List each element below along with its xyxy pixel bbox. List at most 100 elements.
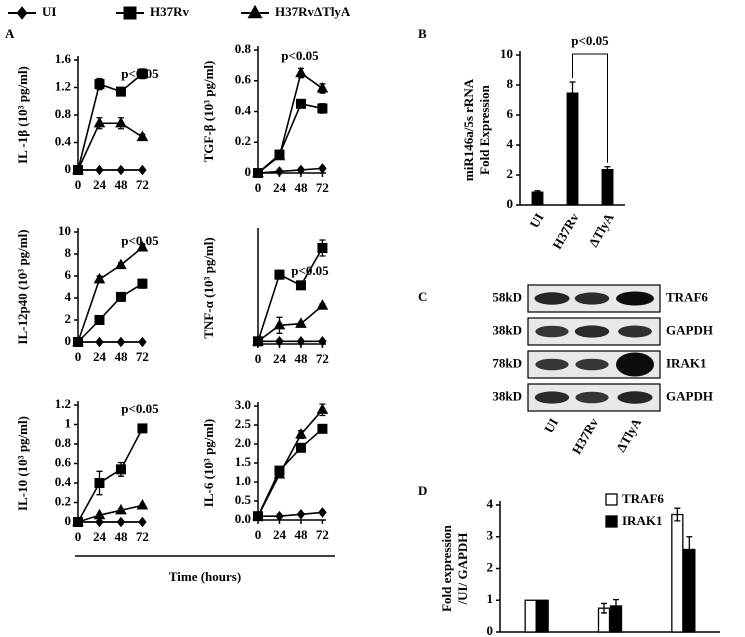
marker-triangle <box>252 166 264 178</box>
marker-triangle <box>252 334 264 346</box>
x-tick-label: 24 <box>273 527 287 542</box>
y-tick-label: 0 <box>245 164 252 179</box>
marker-square <box>137 68 148 79</box>
y-tick-label: 0.8 <box>55 435 72 450</box>
marker-triangle <box>136 240 149 252</box>
error-bar <box>613 598 619 613</box>
blot-protein: TRAF6 <box>666 289 708 304</box>
y-tick-label: 6 <box>507 106 514 121</box>
annotation: p<0.05 <box>571 33 609 48</box>
legend-label: H37Rv <box>150 4 190 19</box>
marker-triangle <box>136 130 149 142</box>
marker-square <box>137 423 148 434</box>
marker-diamond <box>318 336 327 347</box>
marker-square <box>94 315 105 325</box>
annotation: p<0.05 <box>281 48 319 63</box>
marker-triangle <box>252 509 264 521</box>
marker-square <box>317 103 328 114</box>
x-tick-label: 72 <box>316 527 329 542</box>
marker-square <box>115 464 126 475</box>
error-bar <box>674 507 681 522</box>
x-tick-label: H37Rv <box>549 210 582 252</box>
marker-triangle <box>136 498 149 510</box>
x-tick-label: 48 <box>294 351 308 366</box>
blot-size: 38kD <box>492 322 522 337</box>
blot-band <box>617 391 653 404</box>
blot-band <box>534 292 570 305</box>
marker-diamond <box>296 508 306 520</box>
marker-square <box>94 79 105 90</box>
legend-label: IRAK1 <box>622 513 662 528</box>
marker-square <box>317 243 328 253</box>
series-line <box>257 409 324 517</box>
bar <box>671 513 684 633</box>
marker-diamond <box>116 336 126 348</box>
series-line <box>257 167 323 174</box>
x-tick-label: 0 <box>75 349 82 364</box>
marker-triangle <box>93 272 106 284</box>
x-tick-label: 48 <box>114 349 128 364</box>
x-tick-label: 0 <box>255 351 262 366</box>
series-line <box>77 283 143 343</box>
x-tick-label: 0 <box>75 177 82 192</box>
marker-square <box>317 423 328 434</box>
y-axis-label: /UI/ GAPDH <box>455 533 470 606</box>
blot-band <box>574 292 610 305</box>
blot-lane-label: H37Rv <box>569 415 602 457</box>
y-tick-label: 0.2 <box>235 133 251 148</box>
marker-diamond <box>275 166 284 177</box>
marker-triangle <box>247 4 263 19</box>
y-tick-label: 0.0 <box>235 511 251 526</box>
y-axis-label: TGF-β (10³ pg/ml) <box>201 61 216 163</box>
series-line <box>258 511 323 517</box>
y-tick-label: 0 <box>65 161 72 176</box>
y-axis-label: miR146a/5s rRNA <box>461 78 476 181</box>
y-tick-label: 0 <box>65 333 72 348</box>
blot-protein: GAPDH <box>666 388 713 403</box>
x-tick-label: 48 <box>114 529 128 544</box>
series-line <box>77 73 143 171</box>
series-line <box>257 428 323 517</box>
marker-triangle <box>115 116 127 128</box>
y-tick-label: 4 <box>487 496 494 511</box>
y-tick-label: 0.4 <box>55 474 72 489</box>
x-tick-label: 48 <box>294 527 308 542</box>
blot-band <box>616 291 654 306</box>
x-tick-label: 48 <box>294 180 308 195</box>
annotation: p<0.05 <box>121 401 159 416</box>
y-tick-label: 0.6 <box>235 72 252 87</box>
series-line <box>77 504 143 523</box>
panel-label: B <box>418 26 427 41</box>
y-tick-label: 2.0 <box>235 435 251 450</box>
significance-bracket <box>572 53 608 163</box>
y-tick-label: 0.8 <box>55 106 72 121</box>
annotation: p<0.05 <box>121 66 159 81</box>
y-tick-label: 0.5 <box>235 492 252 507</box>
y-axis-label: IL-12p40 (10³ pg/ml) <box>15 229 30 344</box>
y-tick-label: 8 <box>507 76 514 91</box>
marker-square <box>274 269 285 280</box>
y-tick-label: 1.0 <box>235 473 251 488</box>
blot-band <box>616 352 654 377</box>
series-line <box>77 122 143 171</box>
marker-triangle <box>93 508 106 520</box>
marker-diamond <box>95 516 104 528</box>
marker-triangle <box>273 318 286 330</box>
marker-triangle <box>93 116 106 128</box>
marker-diamond <box>318 163 327 174</box>
x-tick-label: UI <box>526 210 546 230</box>
series-line <box>257 71 323 174</box>
marker-square <box>115 86 126 97</box>
y-tick-label: 0.8 <box>235 41 252 56</box>
marker-diamond <box>138 336 147 348</box>
panel-label: A <box>5 26 15 41</box>
y-tick-label: 2 <box>507 166 514 181</box>
y-tick-label: 0.6 <box>55 454 72 469</box>
blot-band <box>575 391 609 404</box>
annotation: p<0.05 <box>121 233 159 248</box>
blot-protein: GAPDH <box>666 322 713 337</box>
marker-diamond <box>95 164 104 176</box>
blot-size: 38kD <box>492 388 522 403</box>
series-line <box>77 428 144 523</box>
y-axis-label: TNF-α (10³ pg/ml) <box>201 237 216 338</box>
